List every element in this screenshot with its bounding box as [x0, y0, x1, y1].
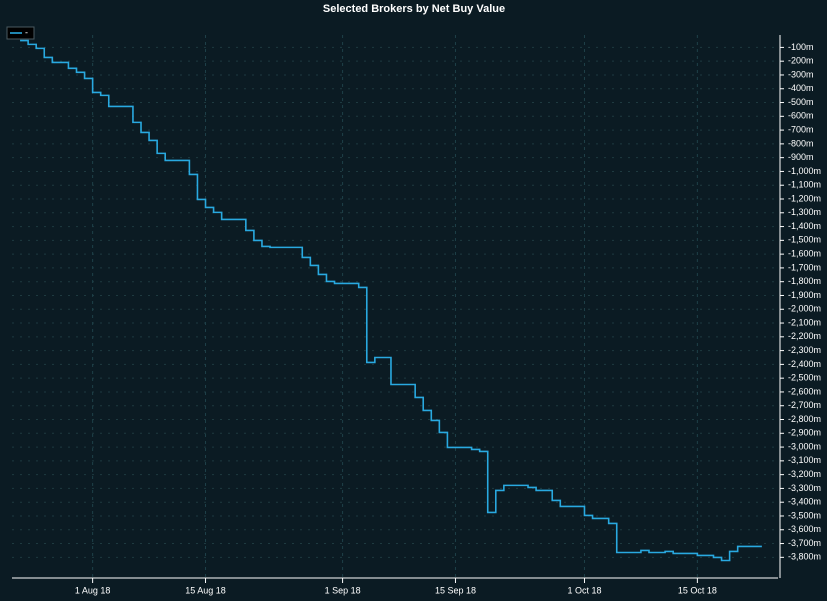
y-tick-label: -900m	[788, 152, 814, 162]
x-tick-label: 1 Aug 18	[75, 585, 111, 595]
y-tick-label: -1,800m	[788, 276, 821, 286]
y-tick-label: -1,400m	[788, 221, 821, 231]
y-tick-label: -2,200m	[788, 331, 821, 341]
y-tick-label: -1,100m	[788, 180, 821, 190]
y-tick-label: -1,000m	[788, 166, 821, 176]
x-tick-label: 15 Oct 18	[678, 585, 717, 595]
y-tick-label: -2,600m	[788, 386, 821, 396]
y-tick-label: -2,100m	[788, 317, 821, 327]
y-tick-label: -100m	[788, 42, 814, 52]
y-tick-label: -2,400m	[788, 359, 821, 369]
y-tick-label: -200m	[788, 56, 814, 66]
x-tick-label: 1 Oct 18	[567, 585, 601, 595]
y-tick-label: -1,300m	[788, 207, 821, 217]
y-tick-label: -1,500m	[788, 235, 821, 245]
y-tick-label: -1,900m	[788, 290, 821, 300]
y-tick-label: -300m	[788, 69, 814, 79]
y-tick-label: -2,300m	[788, 345, 821, 355]
y-tick-label: -2,800m	[788, 414, 821, 424]
x-tick-label: 1 Sep 18	[325, 585, 361, 595]
y-tick-label: -800m	[788, 138, 814, 148]
y-tick-label: -3,400m	[788, 497, 821, 507]
y-tick-label: -3,000m	[788, 441, 821, 451]
y-tick-label: -2,900m	[788, 428, 821, 438]
x-tick-label: 15 Sep 18	[435, 585, 476, 595]
y-tick-label: -3,800m	[788, 552, 821, 562]
y-tick-label: -2,000m	[788, 304, 821, 314]
y-tick-label: -1,200m	[788, 193, 821, 203]
y-tick-label: -1,600m	[788, 249, 821, 259]
legend-label: -	[25, 27, 28, 37]
y-tick-label: -3,500m	[788, 510, 821, 520]
x-tick-label: 15 Aug 18	[185, 585, 226, 595]
series-line	[20, 39, 762, 562]
y-tick-label: -3,200m	[788, 469, 821, 479]
y-tick-label: -3,700m	[788, 538, 821, 548]
y-tick-label: -600m	[788, 111, 814, 121]
y-tick-label: -2,700m	[788, 400, 821, 410]
y-tick-label: -700m	[788, 124, 814, 134]
y-tick-label: -1,700m	[788, 262, 821, 272]
chart-title: Selected Brokers by Net Buy Value	[323, 3, 505, 15]
y-tick-label: -3,100m	[788, 455, 821, 465]
y-tick-label: -3,300m	[788, 483, 821, 493]
y-tick-label: -2,500m	[788, 373, 821, 383]
y-tick-label: -500m	[788, 97, 814, 107]
y-tick-label: -400m	[788, 83, 814, 93]
y-tick-label: -3,600m	[788, 524, 821, 534]
